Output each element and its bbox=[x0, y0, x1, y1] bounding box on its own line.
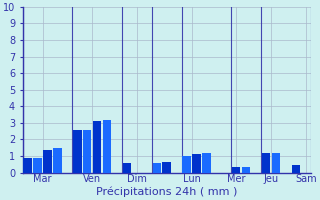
Bar bbox=[33, 158, 42, 173]
Bar bbox=[202, 153, 211, 173]
Bar bbox=[73, 130, 82, 173]
Bar bbox=[232, 167, 240, 173]
Bar bbox=[53, 148, 62, 173]
Bar bbox=[182, 156, 191, 173]
Bar bbox=[83, 130, 92, 173]
Bar bbox=[103, 120, 111, 173]
Bar bbox=[123, 163, 131, 173]
Bar bbox=[43, 150, 52, 173]
Bar bbox=[93, 121, 101, 173]
X-axis label: Précipitations 24h ( mm ): Précipitations 24h ( mm ) bbox=[96, 187, 237, 197]
Bar bbox=[153, 163, 161, 173]
Bar bbox=[192, 154, 201, 173]
Bar bbox=[163, 162, 171, 173]
Bar bbox=[242, 167, 250, 173]
Bar bbox=[292, 165, 300, 173]
Bar bbox=[272, 153, 280, 173]
Bar bbox=[262, 153, 270, 173]
Bar bbox=[23, 158, 32, 173]
